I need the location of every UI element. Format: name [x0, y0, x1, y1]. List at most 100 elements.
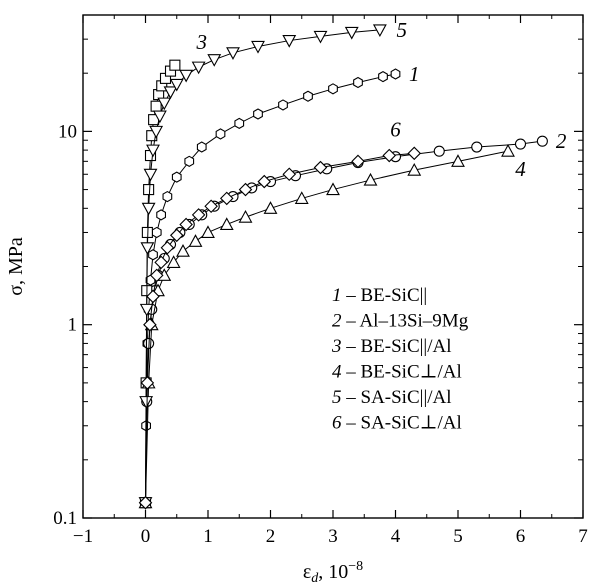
legend-label: – BE-SiC||/Al	[342, 336, 452, 357]
series-6-point	[191, 208, 206, 222]
series-5-point	[282, 35, 297, 48]
series-6-point	[351, 154, 365, 169]
series-5-point	[143, 168, 158, 182]
series-5-point	[139, 396, 154, 409]
series-6-point	[238, 182, 253, 197]
series-5-point	[372, 24, 387, 38]
series-1-point	[378, 70, 388, 83]
x-tick-label: 4	[391, 526, 401, 547]
series-6-point	[313, 160, 328, 175]
series-5-point	[226, 47, 240, 60]
legend-entry-3: 3 – BE-SiC||/Al	[331, 336, 452, 357]
series-1-point	[151, 226, 162, 239]
series-label-5: 5	[397, 18, 408, 42]
legend-label: – BE-SiC⊥/Al	[342, 362, 462, 383]
series-4-point	[263, 201, 278, 214]
y-tick-label: 10	[58, 121, 77, 142]
series-5-point	[163, 86, 178, 100]
series-1-point	[278, 99, 288, 111]
series-6-point	[149, 268, 164, 283]
series-labels: 1 2 3 4 5 6	[196, 18, 567, 181]
series-4-point	[294, 191, 309, 204]
series-4-point	[188, 234, 203, 247]
x-tick-label: 3	[328, 526, 338, 547]
series-label-2: 2	[556, 129, 567, 153]
series-2-point	[536, 135, 548, 147]
legend-number: 2	[332, 311, 342, 332]
legend-entry-2: 2 – Al–13Si–9Mg	[332, 311, 469, 332]
series-5-point	[313, 30, 328, 44]
series-1-point	[234, 117, 245, 130]
series-4-point	[238, 210, 253, 223]
series-5-point	[152, 110, 167, 124]
series-3-point	[169, 59, 181, 71]
y-tick-label: 1	[68, 315, 78, 336]
y-tick-label: 0.1	[53, 508, 77, 529]
series-1-point	[390, 68, 401, 80]
series-6-point	[154, 255, 168, 270]
series-6-point	[138, 495, 153, 510]
legend-number: 5	[332, 387, 342, 408]
series-5-point	[179, 69, 194, 83]
x-tick-label: 7	[578, 526, 588, 547]
series-5-point	[157, 97, 172, 111]
series-6-point	[282, 167, 297, 182]
series-4-point	[363, 172, 378, 186]
x-tick-label: −1	[73, 526, 93, 547]
series-5-point	[139, 303, 154, 317]
series-6-point	[407, 146, 422, 161]
series-4-point	[451, 154, 465, 167]
series-4-point	[201, 225, 215, 239]
series-4-point	[407, 163, 422, 176]
legend-number: 6	[332, 413, 342, 434]
legend-number: 4	[332, 362, 342, 383]
series-4-point	[219, 217, 234, 231]
legend-entry-4: 4 – BE-SiC⊥/Al	[332, 362, 462, 383]
x-tick-label: 5	[453, 526, 463, 547]
series-6-point	[382, 148, 397, 163]
series-1-point	[215, 128, 226, 140]
series-layer	[138, 24, 548, 510]
axes: −1 0 1 2 3 4 5 6 7 0.1 1 10 εd, 10−8 σ, MPa	[5, 14, 588, 586]
series-6-point	[204, 199, 218, 214]
legend-label: – SA-SiC||/Al	[342, 387, 452, 408]
x-tick-label: 1	[203, 526, 213, 547]
series-2-point	[514, 138, 527, 150]
x-tick-label: 6	[516, 526, 526, 547]
series-1-point	[253, 108, 263, 120]
series-5	[138, 24, 387, 510]
legend-label: – BE-SiC||	[342, 285, 428, 306]
legend-number: 1	[332, 285, 342, 306]
series-1-point	[184, 155, 195, 167]
series-5-point	[169, 78, 184, 92]
series-label-3: 3	[196, 30, 208, 54]
series-6-point	[219, 191, 234, 206]
series-6-point	[140, 376, 155, 390]
series-5-point	[191, 61, 206, 75]
y-axis-title: σ, MPa	[5, 237, 27, 296]
series-4-point	[166, 255, 181, 268]
series-5-point	[207, 54, 222, 67]
series-label-6: 6	[390, 118, 401, 142]
series-2-point	[471, 141, 483, 153]
series-5-point	[149, 125, 164, 139]
legend-label: – SA-SiC⊥/Al	[342, 413, 462, 434]
series-4-point	[176, 244, 190, 257]
series-6-point	[160, 240, 175, 255]
legend-entry-5: 5 – SA-SiC||/Al	[332, 387, 452, 408]
x-axis-title: εd, 10−8	[303, 559, 363, 586]
series-1-point	[353, 76, 363, 89]
series-5-point	[146, 144, 160, 158]
series-4-point	[326, 182, 340, 196]
legend-entry-6: 6 – SA-SiC⊥/Al	[332, 413, 462, 434]
series-3-point	[143, 184, 155, 196]
series-6-point	[146, 289, 160, 304]
series-4-point	[501, 144, 515, 157]
legend-label: – Al–13Si–9Mg	[342, 311, 469, 332]
series-5-point	[344, 26, 359, 40]
series-label-4: 4	[515, 157, 526, 181]
series-3-point	[150, 100, 162, 112]
series-6	[138, 146, 422, 510]
x-tick-label: 2	[266, 526, 276, 547]
